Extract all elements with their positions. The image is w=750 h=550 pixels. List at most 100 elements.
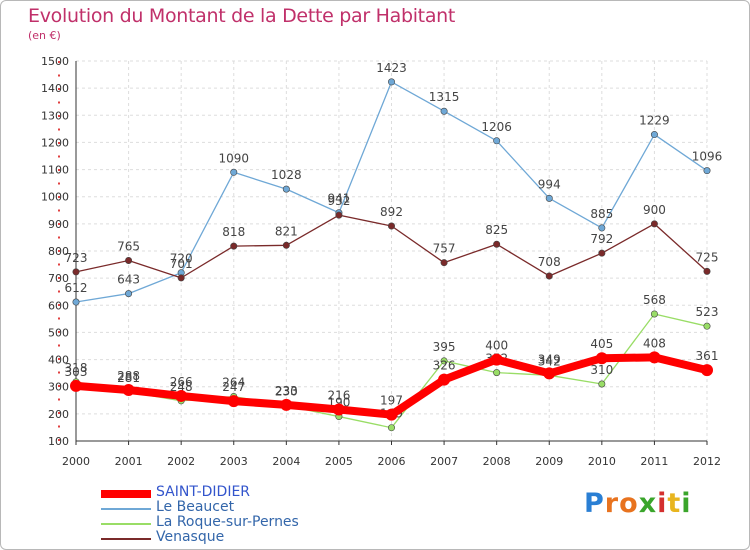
data-label: 1423 xyxy=(376,61,407,75)
y-tick-label: 1400 xyxy=(41,82,69,95)
data-point xyxy=(703,322,711,330)
data-label: 230 xyxy=(275,385,298,399)
data-label: 725 xyxy=(696,250,719,264)
data-label: 264 xyxy=(222,375,245,389)
logo-letter: t xyxy=(667,488,682,519)
data-point xyxy=(230,242,238,250)
data-label: 408 xyxy=(643,336,666,350)
data-point xyxy=(280,398,293,411)
data-point xyxy=(335,211,343,219)
chart-title: Evolution du Montant de la Dette par Hab… xyxy=(28,5,456,27)
data-label: 233 xyxy=(275,384,298,398)
logo-letter: P xyxy=(584,488,605,519)
left-margin-dot xyxy=(58,439,60,441)
data-label: 720 xyxy=(170,252,193,266)
legend-label: Venasque xyxy=(156,529,225,545)
data-point xyxy=(440,259,448,267)
data-point xyxy=(72,298,80,306)
y-tick-label: 200 xyxy=(48,408,69,421)
data-point xyxy=(72,268,80,276)
x-tick-label: 2004 xyxy=(272,455,300,468)
data-point xyxy=(440,107,448,115)
data-point xyxy=(175,389,188,402)
data-label: 288 xyxy=(117,369,140,383)
data-label: 303 xyxy=(65,365,88,379)
data-label: 892 xyxy=(380,205,403,219)
left-margin-dot xyxy=(58,331,60,333)
data-point xyxy=(650,220,658,228)
logo-letter: i xyxy=(681,488,692,519)
data-label: 342 xyxy=(538,354,561,368)
legend-label: Le Beaucet xyxy=(156,499,235,515)
left-margin-dot xyxy=(58,169,60,171)
left-margin-dot xyxy=(58,385,60,387)
legend-label: La Roque-sur-Pernes xyxy=(156,514,299,530)
data-point xyxy=(543,367,556,380)
data-label: 400 xyxy=(485,339,508,353)
x-tick-label: 2000 xyxy=(62,455,90,468)
data-point xyxy=(595,352,608,365)
y-tick-label: 1500 xyxy=(41,55,69,68)
data-label: 757 xyxy=(433,242,456,256)
data-point xyxy=(125,256,133,264)
left-margin-dot xyxy=(58,182,60,185)
data-point xyxy=(125,290,133,298)
left-margin-dot xyxy=(58,223,60,225)
x-tick-label: 2012 xyxy=(693,455,721,468)
left-margin-dot xyxy=(58,196,60,198)
data-label: 723 xyxy=(65,251,88,265)
y-tick-label: 100 xyxy=(48,435,69,448)
left-margin-dot xyxy=(58,142,60,144)
data-label: 643 xyxy=(117,273,140,287)
logo-letter: o xyxy=(619,488,639,519)
legend-swatch xyxy=(101,490,151,498)
data-label: 994 xyxy=(538,177,561,191)
data-label: 281 xyxy=(117,371,140,385)
logo-letter: i xyxy=(657,488,668,519)
left-margin-dot xyxy=(58,263,60,266)
data-point xyxy=(227,395,240,408)
data-label: 885 xyxy=(590,207,613,221)
data-point xyxy=(545,272,553,280)
left-margin-dot xyxy=(58,412,60,414)
data-label: 349 xyxy=(538,352,561,366)
data-label: 900 xyxy=(643,203,666,217)
data-point xyxy=(545,194,553,202)
left-margin-dot xyxy=(58,250,60,252)
left-margin-dot xyxy=(58,61,60,63)
left-margin-dot xyxy=(58,277,60,279)
data-point xyxy=(385,408,398,421)
data-label: 318 xyxy=(65,361,88,375)
left-margin-dot xyxy=(58,115,60,117)
x-tick-label: 2010 xyxy=(588,455,616,468)
left-margin-dot xyxy=(58,128,60,131)
legend-swatch xyxy=(101,523,151,525)
data-point xyxy=(701,364,713,377)
data-label: 1028 xyxy=(271,168,302,182)
left-margin-dot xyxy=(58,425,60,428)
logo-letter: x xyxy=(638,488,658,519)
data-point xyxy=(598,249,606,257)
y-tick-label: 1300 xyxy=(41,109,69,122)
left-margin-dot xyxy=(58,209,60,212)
logo-letter: r xyxy=(604,488,620,519)
x-tick-label: 2011 xyxy=(640,455,668,468)
data-label: 1096 xyxy=(692,150,723,164)
left-margin-dot xyxy=(58,317,60,320)
data-label: 1315 xyxy=(429,90,460,104)
y-tick-label: 1100 xyxy=(41,164,69,177)
x-tick-label: 2001 xyxy=(115,455,143,468)
x-tick-label: 2005 xyxy=(325,455,353,468)
left-margin-dot xyxy=(58,236,60,239)
data-label: 216 xyxy=(327,389,350,403)
data-point xyxy=(332,403,345,416)
data-point xyxy=(70,379,82,392)
data-point xyxy=(387,222,395,230)
x-tick-label: 2006 xyxy=(378,455,406,468)
data-label: 405 xyxy=(590,337,613,351)
data-label: 612 xyxy=(65,281,88,295)
data-label: 941 xyxy=(327,192,350,206)
x-tick-label: 2003 xyxy=(220,455,248,468)
data-point xyxy=(177,274,185,282)
